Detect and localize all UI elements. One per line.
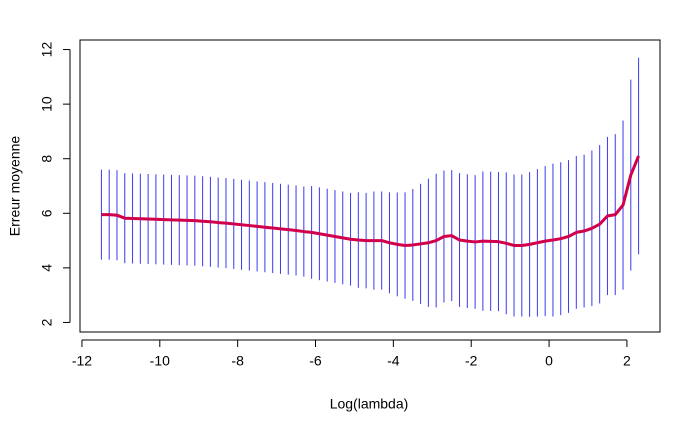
- y-tick-label: 8: [39, 155, 55, 163]
- x-tick-label: -6: [309, 353, 322, 369]
- mean-line: [101, 155, 640, 247]
- x-tick-label: 2: [623, 353, 631, 369]
- x-tick-label: -10: [150, 353, 170, 369]
- y-tick-label: 4: [39, 264, 55, 272]
- x-tick-label: -12: [72, 353, 92, 369]
- plot-box: [79, 39, 661, 333]
- y-tick-label: 6: [39, 209, 55, 217]
- x-tick-label: -8: [231, 353, 244, 369]
- y-tick-label: 2: [39, 318, 55, 326]
- x-axis-label: Log(lambda): [330, 396, 409, 412]
- y-tick-label: 12: [39, 42, 55, 58]
- y-axis-label: Erreur moyenne: [7, 136, 23, 237]
- x-tick-label: 0: [545, 353, 553, 369]
- y-tick-label: 10: [39, 96, 55, 112]
- x-tick-label: -4: [387, 353, 400, 369]
- x-tick-label: -2: [465, 353, 478, 369]
